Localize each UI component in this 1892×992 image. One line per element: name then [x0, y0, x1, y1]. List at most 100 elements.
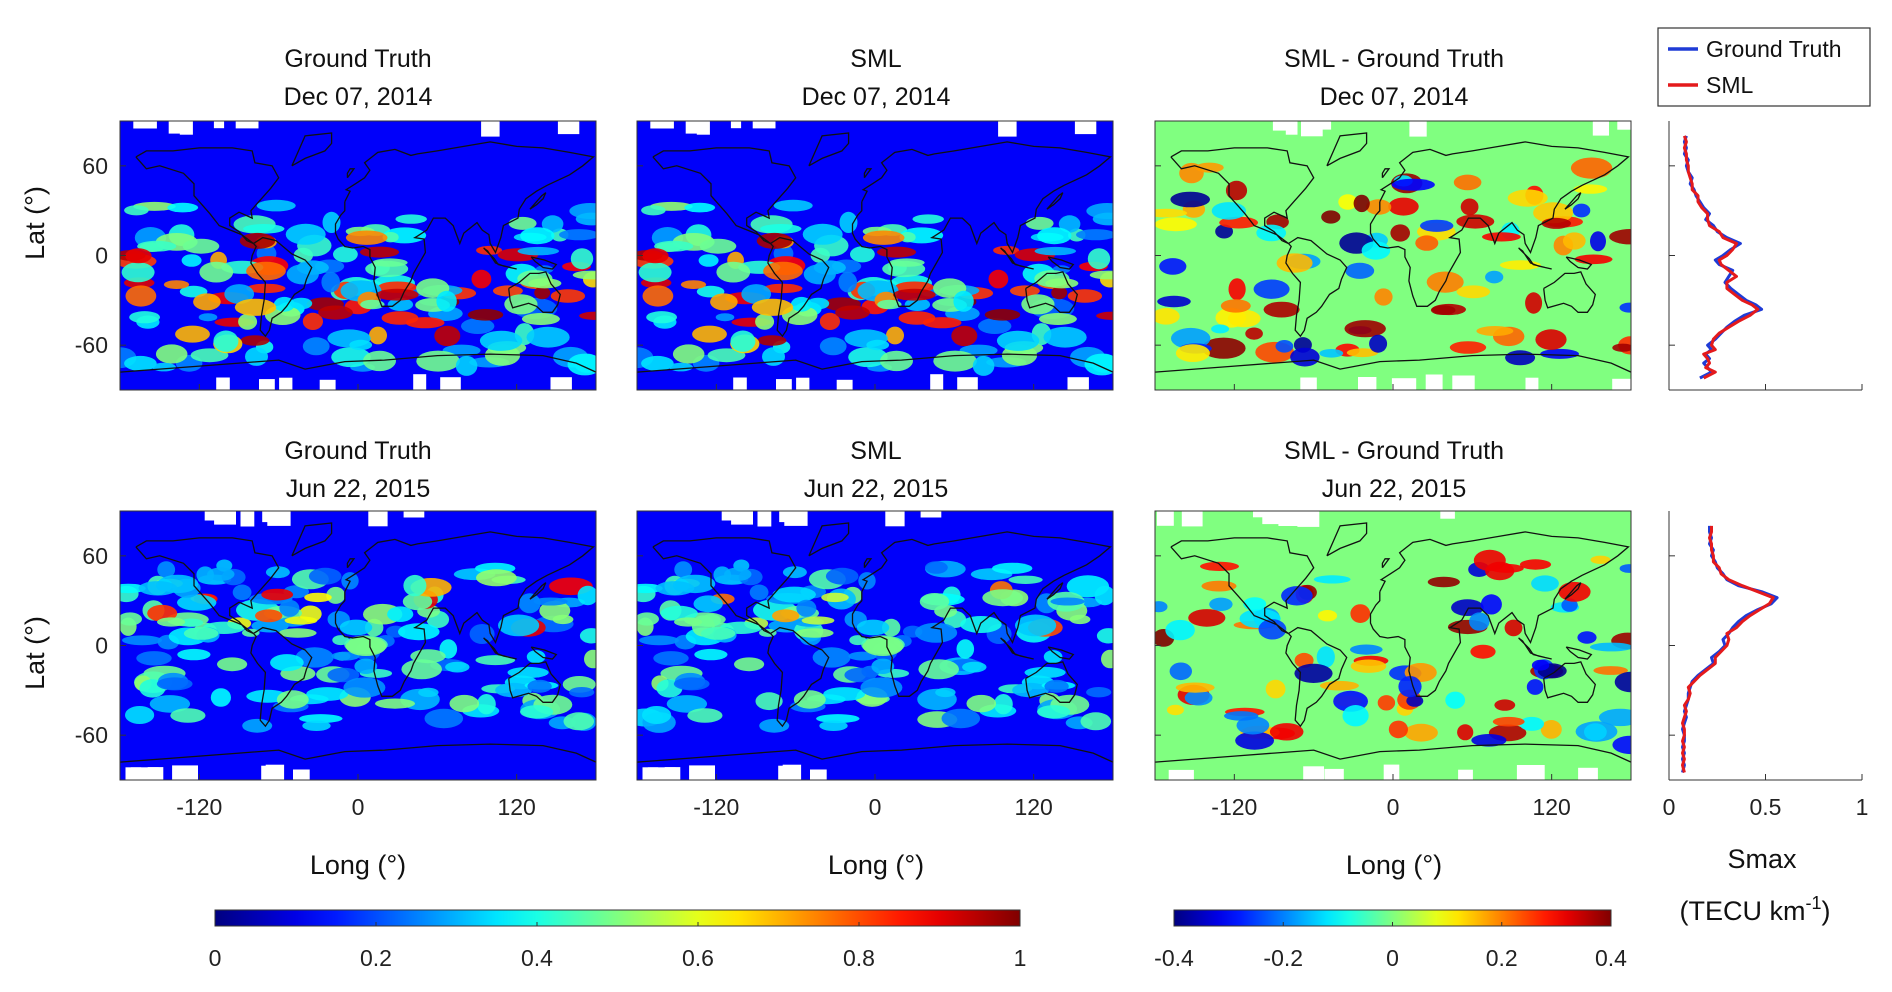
heatmap-cell	[332, 635, 350, 646]
heatmap-cell	[424, 708, 464, 729]
heatmap-cell	[755, 692, 783, 711]
coastline	[1285, 236, 1348, 338]
heatmap-cell	[1350, 644, 1383, 655]
heatmap-cell	[978, 318, 1012, 334]
missing-data-patch	[810, 769, 827, 780]
missing-data-patch	[1612, 378, 1631, 390]
heatmap-cell	[951, 325, 978, 347]
heatmap-cell	[306, 687, 349, 701]
heatmap-cell	[812, 647, 851, 668]
heatmap-cell	[687, 708, 723, 723]
heatmap-cell	[1473, 549, 1506, 572]
heatmap-cell	[552, 614, 574, 625]
heatmap-cell	[246, 261, 286, 281]
missing-data-patch	[214, 511, 236, 525]
heatmap-cell	[866, 339, 890, 351]
heatmap-cell	[1590, 231, 1606, 252]
heatmap-cell	[495, 682, 533, 698]
heatmap-cell	[773, 199, 813, 212]
heatmap-cell	[912, 214, 944, 224]
heatmap-cell	[1290, 347, 1320, 367]
missing-data-patch	[782, 764, 802, 780]
missing-data-patch	[413, 374, 427, 390]
heatmap-cell	[984, 309, 1021, 321]
heatmap-cell	[803, 264, 836, 285]
title-diff-dec-line2: Dec 07, 2014	[1320, 83, 1469, 111]
heatmap-cell	[436, 290, 457, 312]
heatmap-cell	[1482, 232, 1521, 242]
missing-data-patch	[1617, 121, 1631, 130]
heatmap-cell	[1157, 295, 1191, 308]
heatmap-cell	[1345, 262, 1375, 279]
heatmap-cell	[387, 606, 414, 622]
missing-data-patch	[1516, 765, 1545, 780]
heatmap-cell	[1201, 580, 1237, 592]
heatmap-cell	[1350, 604, 1371, 623]
heatmap-cell	[1175, 682, 1215, 693]
coastline	[1046, 582, 1064, 600]
heatmap-cell	[1574, 254, 1613, 265]
heatmap-cell	[1350, 659, 1387, 673]
heatmap-cell	[1449, 341, 1487, 354]
heatmap-cell	[1166, 704, 1184, 716]
missing-data-patch	[1324, 768, 1344, 780]
heatmap-cell	[372, 258, 408, 267]
heatmap-cell	[655, 581, 695, 596]
missing-data-patch	[1074, 121, 1097, 135]
heatmap-cell	[343, 677, 386, 698]
heatmap-cell	[1044, 679, 1069, 693]
heatmap-cell	[198, 313, 218, 322]
heatmap-cell	[156, 677, 193, 691]
heatmap-cell	[918, 659, 959, 680]
coastline	[250, 626, 313, 728]
heatmap-cell	[584, 649, 596, 669]
heatmap-panel-5: -120 0 120	[636, 510, 1114, 820]
heatmap-cell	[1015, 614, 1057, 637]
missing-data-patch	[1301, 121, 1323, 137]
heatmap-cell	[345, 230, 388, 245]
heatmap-cell	[308, 567, 342, 585]
heatmap-cell	[240, 335, 270, 346]
heatmap-cell	[136, 651, 172, 666]
heatmap-cell	[449, 694, 480, 713]
coastline	[652, 537, 797, 635]
heatmap-cell	[321, 271, 341, 293]
heatmap-cell	[183, 627, 219, 640]
heatmap-cell	[1584, 723, 1607, 741]
heatmap-cell	[1096, 311, 1113, 320]
heatmap-cell	[1561, 598, 1578, 612]
heatmap-cell	[935, 687, 956, 698]
heatmap-cell	[1505, 350, 1536, 366]
heatmap-cell	[1361, 241, 1391, 260]
missing-data-patch	[1525, 377, 1539, 390]
heatmap-cell	[699, 238, 737, 254]
heatmap-cell	[395, 214, 427, 224]
heatmap-cell	[749, 584, 769, 601]
heatmap-cell	[835, 305, 870, 320]
heatmap-cell	[401, 659, 443, 680]
x-tick-label: 120	[1532, 794, 1570, 820]
heatmap-cell	[759, 718, 790, 733]
missing-data-patch	[1272, 121, 1297, 131]
heatmap-cell	[124, 205, 149, 216]
heatmap-cell	[360, 299, 385, 310]
missing-data-patch	[752, 121, 776, 129]
heatmap-cell	[1456, 285, 1491, 299]
heatmap-cell	[1043, 650, 1063, 664]
y-tick-label: 60	[82, 153, 108, 179]
missing-data-patch	[216, 377, 230, 390]
x-tick-label: 0	[1387, 794, 1400, 820]
coastline	[1564, 192, 1582, 210]
heatmap-cell	[1427, 576, 1460, 588]
heatmap-cell	[563, 712, 595, 731]
coastline	[1326, 522, 1368, 557]
coastline	[1047, 646, 1075, 660]
heatmap-cell	[762, 347, 785, 366]
heatmap-cell	[256, 199, 296, 212]
title-diff-jun-line1: SML - Ground Truth	[1284, 437, 1504, 465]
heatmap-cell	[579, 311, 596, 320]
heatmap-cell	[1562, 232, 1586, 250]
heatmap-cell	[579, 628, 596, 644]
missing-data-patch	[757, 511, 772, 527]
